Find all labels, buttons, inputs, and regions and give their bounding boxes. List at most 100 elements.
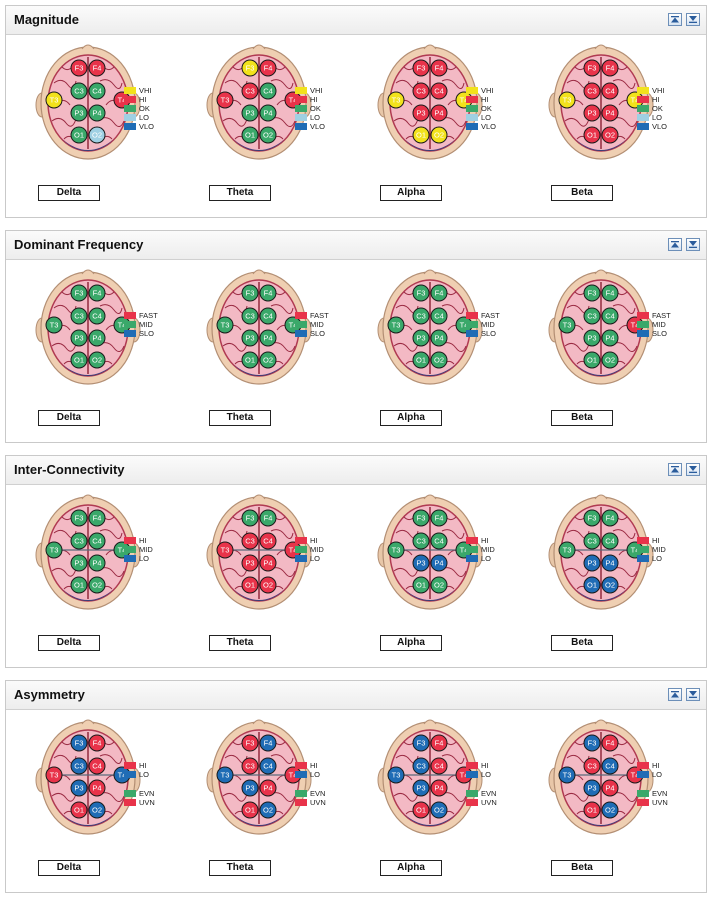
electrode-p4[interactable]: P4 [88, 554, 106, 572]
electrode-f3[interactable]: F3 [583, 509, 601, 527]
electrode-o1[interactable]: O1 [412, 126, 430, 144]
electrode-t3[interactable]: T3 [45, 541, 63, 559]
electrode-f4[interactable]: F4 [601, 509, 619, 527]
electrode-f3[interactable]: F3 [412, 284, 430, 302]
electrode-f4[interactable]: F4 [430, 59, 448, 77]
electrode-o1[interactable]: O1 [583, 126, 601, 144]
electrode-t3[interactable]: T3 [558, 766, 576, 784]
electrode-o2[interactable]: O2 [601, 576, 619, 594]
electrode-o1[interactable]: O1 [412, 576, 430, 594]
electrode-o1[interactable]: O1 [70, 576, 88, 594]
electrode-c3[interactable]: C3 [583, 532, 601, 550]
electrode-c4[interactable]: C4 [430, 307, 448, 325]
electrode-t3[interactable]: T3 [216, 91, 234, 109]
electrode-c4[interactable]: C4 [601, 307, 619, 325]
electrode-o2[interactable]: O2 [88, 126, 106, 144]
electrode-c4[interactable]: C4 [88, 757, 106, 775]
electrode-p4[interactable]: P4 [88, 104, 106, 122]
electrode-t3[interactable]: T3 [387, 766, 405, 784]
electrode-t3[interactable]: T3 [558, 541, 576, 559]
electrode-c3[interactable]: C3 [70, 532, 88, 550]
electrode-t3[interactable]: T3 [216, 316, 234, 334]
electrode-o1[interactable]: O1 [70, 351, 88, 369]
electrode-c3[interactable]: C3 [412, 82, 430, 100]
electrode-p4[interactable]: P4 [259, 554, 277, 572]
electrode-f4[interactable]: F4 [430, 284, 448, 302]
collapse-down-button[interactable] [686, 13, 700, 26]
electrode-p3[interactable]: P3 [583, 329, 601, 347]
electrode-t3[interactable]: T3 [45, 91, 63, 109]
electrode-o2[interactable]: O2 [259, 801, 277, 819]
electrode-p3[interactable]: P3 [412, 554, 430, 572]
electrode-c4[interactable]: C4 [259, 82, 277, 100]
electrode-c4[interactable]: C4 [601, 757, 619, 775]
electrode-t3[interactable]: T3 [387, 316, 405, 334]
electrode-p4[interactable]: P4 [88, 779, 106, 797]
electrode-f3[interactable]: F3 [583, 734, 601, 752]
electrode-o2[interactable]: O2 [430, 801, 448, 819]
electrode-p3[interactable]: P3 [70, 779, 88, 797]
electrode-o1[interactable]: O1 [241, 576, 259, 594]
electrode-f3[interactable]: F3 [241, 59, 259, 77]
electrode-c3[interactable]: C3 [70, 757, 88, 775]
electrode-c4[interactable]: C4 [88, 532, 106, 550]
electrode-p3[interactable]: P3 [241, 104, 259, 122]
electrode-p3[interactable]: P3 [412, 329, 430, 347]
electrode-c3[interactable]: C3 [412, 757, 430, 775]
electrode-p3[interactable]: P3 [241, 554, 259, 572]
electrode-t3[interactable]: T3 [216, 766, 234, 784]
electrode-p4[interactable]: P4 [259, 329, 277, 347]
electrode-f4[interactable]: F4 [601, 284, 619, 302]
electrode-o2[interactable]: O2 [88, 351, 106, 369]
electrode-f3[interactable]: F3 [412, 734, 430, 752]
electrode-c4[interactable]: C4 [430, 532, 448, 550]
electrode-c4[interactable]: C4 [259, 307, 277, 325]
electrode-o1[interactable]: O1 [412, 351, 430, 369]
electrode-o1[interactable]: O1 [583, 576, 601, 594]
electrode-f4[interactable]: F4 [430, 509, 448, 527]
electrode-f3[interactable]: F3 [241, 509, 259, 527]
electrode-c3[interactable]: C3 [241, 757, 259, 775]
electrode-o2[interactable]: O2 [601, 801, 619, 819]
electrode-f4[interactable]: F4 [601, 734, 619, 752]
collapse-up-button[interactable] [668, 688, 682, 701]
electrode-o2[interactable]: O2 [430, 126, 448, 144]
electrode-f3[interactable]: F3 [70, 509, 88, 527]
collapse-up-button[interactable] [668, 13, 682, 26]
electrode-p3[interactable]: P3 [70, 554, 88, 572]
electrode-f3[interactable]: F3 [241, 284, 259, 302]
electrode-c3[interactable]: C3 [583, 82, 601, 100]
electrode-o2[interactable]: O2 [601, 351, 619, 369]
electrode-o1[interactable]: O1 [241, 126, 259, 144]
electrode-p4[interactable]: P4 [601, 554, 619, 572]
electrode-f3[interactable]: F3 [70, 284, 88, 302]
electrode-c3[interactable]: C3 [412, 307, 430, 325]
electrode-o2[interactable]: O2 [259, 126, 277, 144]
electrode-t3[interactable]: T3 [387, 541, 405, 559]
electrode-t3[interactable]: T3 [216, 541, 234, 559]
electrode-p3[interactable]: P3 [583, 104, 601, 122]
collapse-down-button[interactable] [686, 688, 700, 701]
electrode-p4[interactable]: P4 [601, 329, 619, 347]
electrode-p3[interactable]: P3 [412, 779, 430, 797]
electrode-p3[interactable]: P3 [241, 329, 259, 347]
electrode-t3[interactable]: T3 [45, 316, 63, 334]
electrode-c3[interactable]: C3 [70, 82, 88, 100]
electrode-f3[interactable]: F3 [412, 59, 430, 77]
electrode-o1[interactable]: O1 [412, 801, 430, 819]
electrode-f4[interactable]: F4 [88, 59, 106, 77]
electrode-f4[interactable]: F4 [259, 509, 277, 527]
electrode-c4[interactable]: C4 [601, 532, 619, 550]
electrode-c4[interactable]: C4 [88, 82, 106, 100]
collapse-down-button[interactable] [686, 238, 700, 251]
collapse-down-button[interactable] [686, 463, 700, 476]
electrode-f4[interactable]: F4 [259, 59, 277, 77]
electrode-f3[interactable]: F3 [70, 734, 88, 752]
electrode-f3[interactable]: F3 [583, 59, 601, 77]
electrode-f4[interactable]: F4 [88, 284, 106, 302]
electrode-p4[interactable]: P4 [430, 554, 448, 572]
electrode-p4[interactable]: P4 [601, 104, 619, 122]
electrode-f4[interactable]: F4 [259, 284, 277, 302]
electrode-f4[interactable]: F4 [259, 734, 277, 752]
electrode-f4[interactable]: F4 [430, 734, 448, 752]
